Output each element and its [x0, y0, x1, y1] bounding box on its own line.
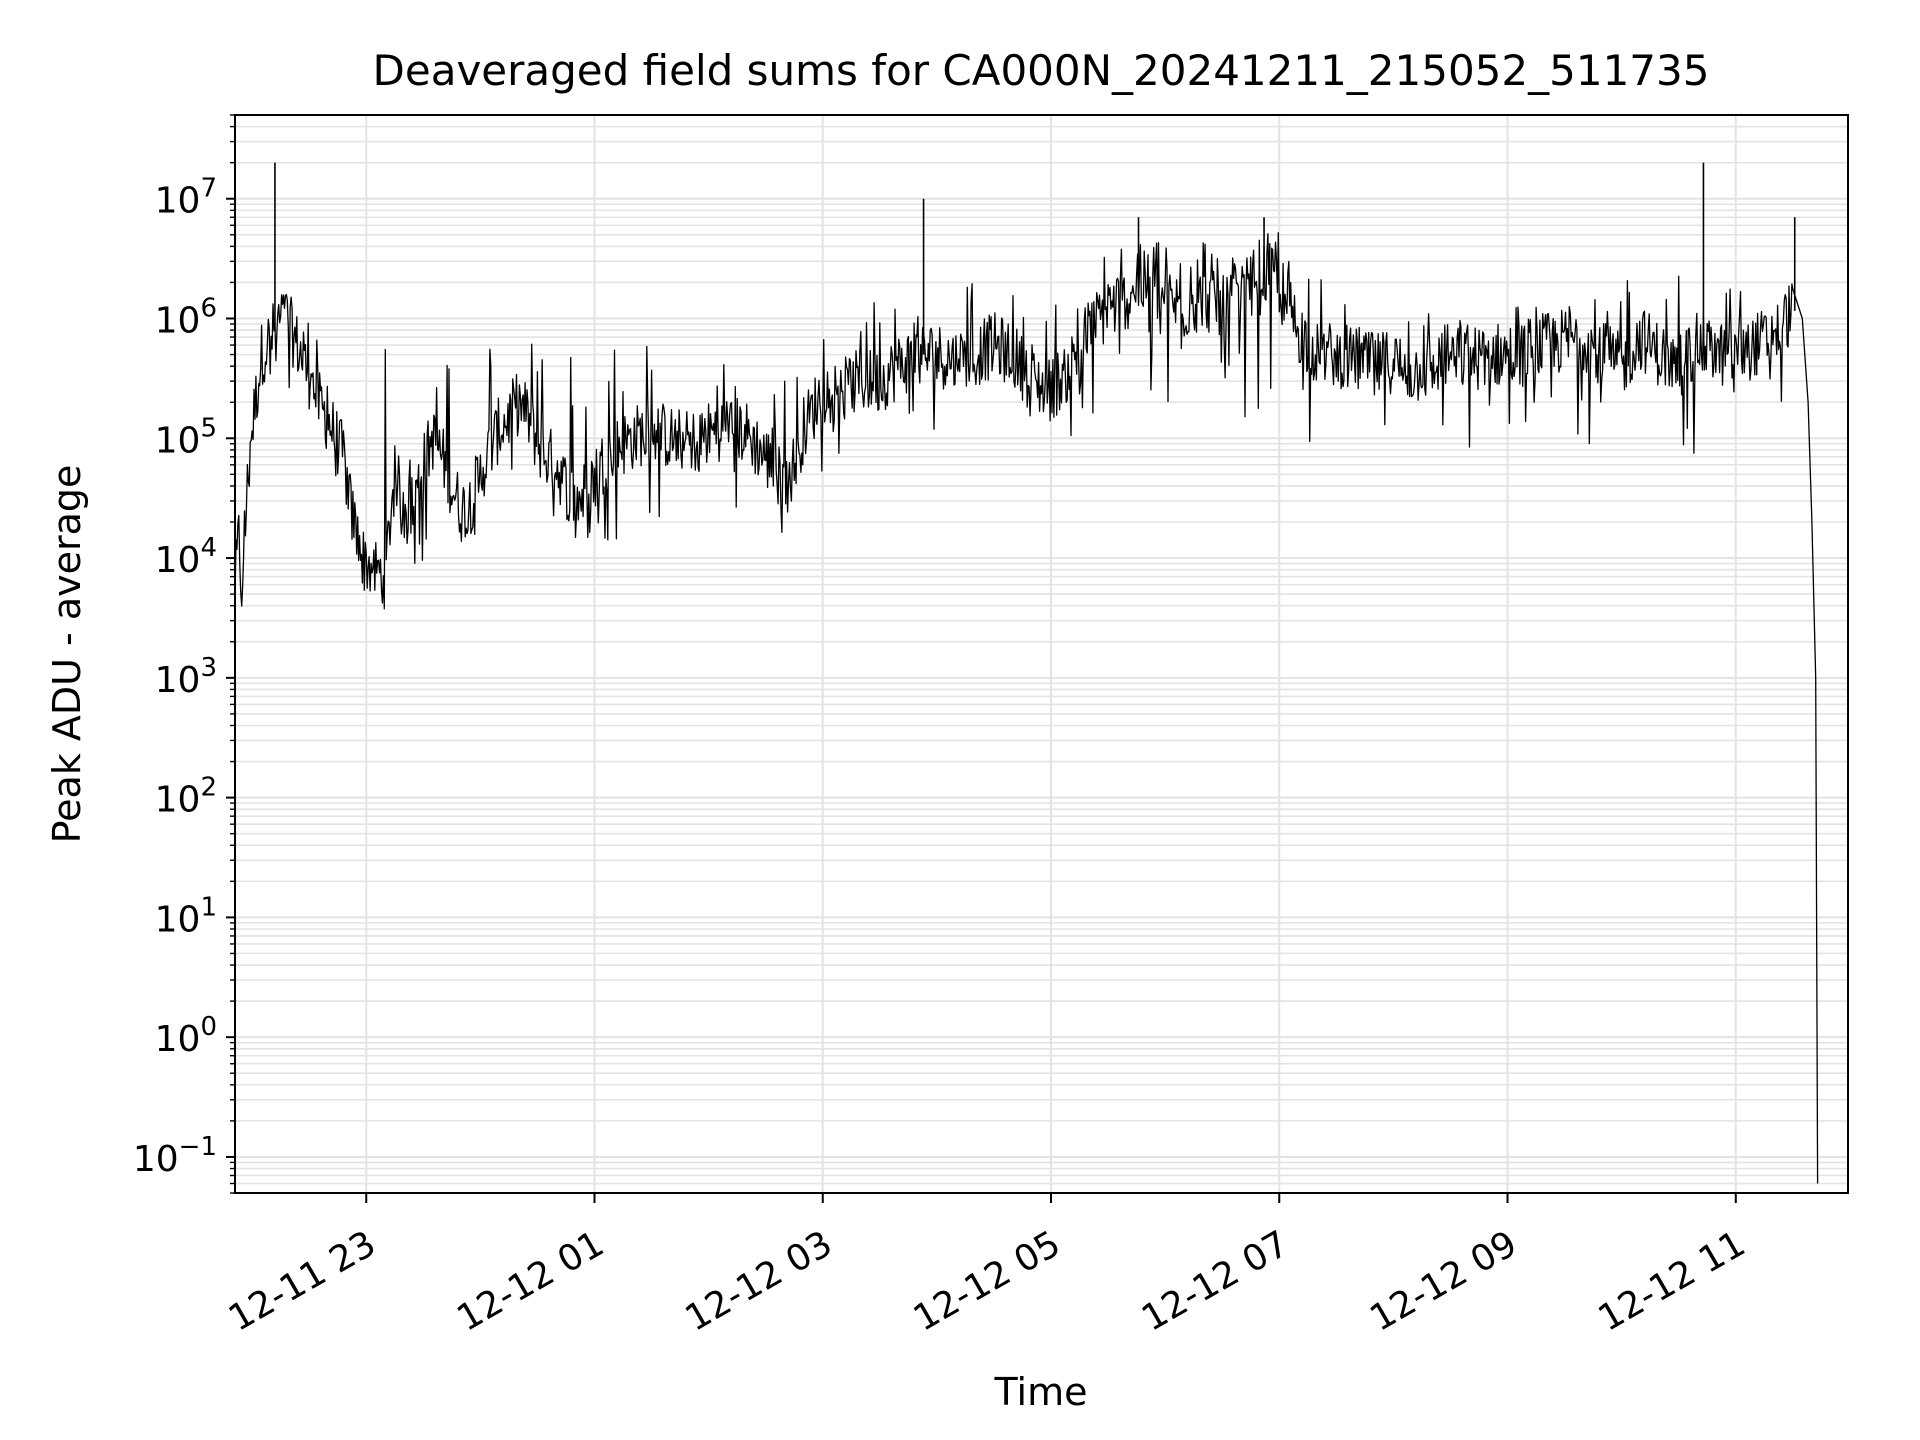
y-tick-label: 100	[155, 1012, 217, 1060]
y-axis-label: Peak ADU - average	[45, 465, 89, 844]
y-tick-label: 107	[155, 174, 217, 222]
series-line	[235, 232, 1819, 1184]
y-tick-label: 102	[155, 773, 217, 821]
plot-frame	[234, 114, 1849, 1194]
chart-title: Deaveraged field sums for CA000N_2024121…	[373, 46, 1710, 95]
series-layer	[235, 162, 1819, 1184]
y-tick-label: 103	[155, 653, 217, 701]
y-tick-label: 10−1	[133, 1132, 217, 1180]
y-tick-label: 105	[155, 413, 217, 461]
y-tick-label: 106	[155, 293, 217, 341]
x-axis-label: Time	[994, 1370, 1088, 1414]
y-tick-label: 101	[155, 892, 217, 940]
y-tick-label: 104	[155, 533, 217, 581]
grid	[235, 114, 1848, 1194]
